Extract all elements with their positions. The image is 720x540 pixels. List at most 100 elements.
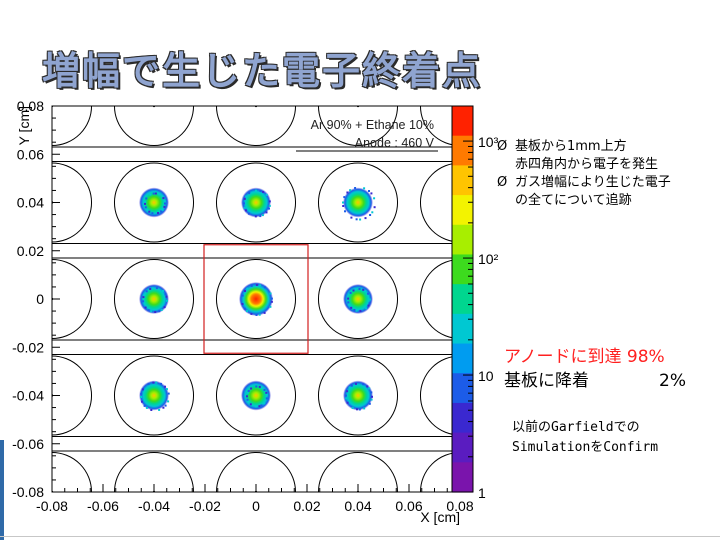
endpoint-speck [157, 212, 159, 214]
electrode-circle [113, 162, 195, 243]
electrode-circles [52, 106, 460, 492]
endpoint-speck [245, 195, 248, 198]
endpoint-speck [149, 193, 152, 196]
endpoint-speck [369, 298, 371, 301]
endpoint-speck [351, 406, 354, 409]
colorbar-segment [452, 343, 473, 374]
endpoint-speck [262, 191, 265, 193]
endpoint-cluster [343, 187, 373, 218]
electrode-circle [113, 106, 195, 147]
electrode-circle [317, 106, 399, 147]
endpoint-speck [259, 190, 262, 192]
endpoint-speck [369, 214, 372, 216]
anode-result-value: 98% [626, 347, 665, 367]
endpoint-speck [346, 390, 349, 393]
endpoint-speck [354, 288, 357, 291]
substrate-result-label: 基板に降着 [504, 371, 589, 391]
endpoint-speck [155, 381, 158, 384]
colorbar-ticks: 10³ 10² 10 1 [463, 134, 499, 501]
y-tick-label: 0.02 [17, 243, 44, 259]
endpoint-speck [366, 385, 369, 388]
endpoint-speck [247, 400, 250, 403]
endpoint-speck [365, 307, 368, 310]
colorbar-segment [452, 402, 473, 434]
endpoint-speck [140, 396, 142, 398]
endpoint-speck [247, 390, 250, 392]
endpoint-cluster [139, 187, 169, 218]
x-tick-label: -0.02 [189, 498, 221, 514]
colorbar-segment [452, 165, 473, 196]
endpoint-speck [160, 309, 163, 311]
colorbar-tick-label: 10 [478, 368, 494, 384]
electrode-circle [113, 258, 195, 340]
x-tick-label: 0.04 [344, 498, 371, 514]
endpoint-speck [160, 382, 162, 385]
endpoint-speck [248, 192, 251, 195]
slide-bottom-rule [0, 536, 720, 537]
x-tick-label: -0.04 [138, 498, 170, 514]
electrode-circle [317, 258, 399, 340]
x-tick-label: -0.06 [87, 498, 119, 514]
endpoint-speck [246, 287, 249, 290]
bullet-arrow-icon: Ø [497, 175, 508, 190]
electrode-strips [52, 146, 460, 452]
endpoint-clusters [139, 187, 376, 411]
endpoint-speck [259, 284, 262, 287]
endpoint-speck [258, 313, 261, 316]
endpoint-speck [249, 403, 252, 406]
colorbar-segment [452, 135, 473, 166]
endpoint-speck [355, 218, 358, 221]
bullet-line: 赤四角内から電子を発生 [515, 157, 659, 172]
endpoint-speck [356, 408, 358, 411]
endpoint-speck [164, 293, 167, 296]
colorbar-tick-label: 1 [478, 485, 486, 501]
endpoint-speck [164, 385, 166, 388]
y-tick-label: 0 [36, 291, 44, 307]
slide-accent-bar [0, 440, 4, 540]
endpoint-speck [255, 385, 258, 388]
bullet-list: Ø 基板から1mm上方 赤四角内から電子を発生 Ø ガス増幅により生じた電子 の… [497, 138, 671, 210]
endpoint-speck [147, 309, 150, 312]
y-tick-label: -0.08 [12, 484, 44, 500]
endpoint-speck [373, 197, 376, 200]
endpoint-speck [265, 211, 268, 214]
endpoint-speck [265, 393, 268, 396]
endpoint-speck [269, 292, 272, 295]
electrode-circle [52, 162, 93, 243]
endpoint-speck [349, 291, 352, 294]
anode-result: アノードに到達 98% [504, 345, 686, 369]
endpoint-speck [166, 299, 168, 302]
endpoint-speck [141, 400, 143, 403]
endpoint-speck [355, 382, 357, 385]
bullet-item: Ø 基板から1mm上方 [497, 138, 671, 156]
endpoint-speck [353, 309, 356, 311]
endpoint-speck [255, 284, 258, 286]
endpoint-speck [246, 395, 248, 398]
endpoint-cluster [239, 282, 273, 316]
endpoint-speck [143, 293, 146, 296]
endpoint-speck [268, 207, 270, 210]
endpoint-speck [167, 392, 170, 395]
endpoint-speck [250, 387, 253, 390]
colorbar-segment [452, 106, 473, 137]
endpoint-speck [265, 193, 268, 196]
electrode-circle [419, 355, 460, 436]
endpoint-speck [250, 284, 253, 287]
endpoint-speck [151, 287, 154, 290]
endpoint-speck [255, 405, 257, 408]
endpoint-speck [140, 392, 143, 395]
endpoint-speck [349, 189, 352, 192]
substrate-result-value: 2% [659, 371, 686, 391]
endpoint-speck [165, 295, 168, 298]
endpoint-speck [260, 404, 263, 407]
endpoint-speck [354, 187, 357, 189]
endpoint-speck [259, 215, 262, 218]
endpoint-speck [150, 310, 153, 313]
endpoint-speck [143, 404, 146, 407]
endpoint-speck [265, 397, 268, 400]
endpoint-speck [355, 309, 358, 312]
endpoint-speck [370, 398, 373, 401]
substrate-result: 基板に降着 2% [504, 369, 686, 393]
bullet-arrow-icon: Ø [497, 139, 508, 154]
endpoint-speck [243, 307, 246, 310]
